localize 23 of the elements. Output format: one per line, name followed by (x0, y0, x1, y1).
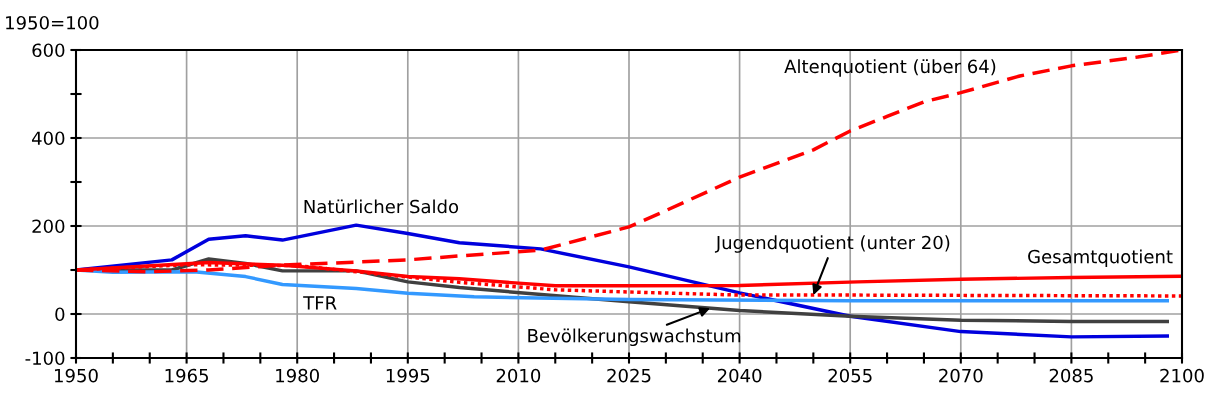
annotation: Bevölkerungswachstum (528, 328, 741, 347)
x-tick-label: 2025 (607, 368, 651, 383)
x-tick-label: 1980 (276, 368, 319, 383)
y-tick-label: -100 (25, 351, 65, 366)
annotation: Altenquotient (über 64) (784, 59, 996, 77)
x-tick-label: 2085 (1049, 368, 1093, 383)
x-tick-label: 2100 (1160, 368, 1204, 383)
annotation: Jugendquotient (unter 20) (714, 235, 950, 253)
x-tick-label: 1995 (386, 368, 430, 383)
x-tick-label: 2040 (717, 368, 762, 383)
x-tick-label: 2055 (828, 368, 872, 383)
annotation: Natürlicher Saldo (304, 199, 459, 214)
annotation: TFR (303, 296, 337, 310)
y-axis-title: 1950=100 (6, 15, 99, 30)
y-tick-label: 600 (32, 43, 65, 58)
x-tick-label: 1950 (55, 368, 98, 383)
x-tick-label: 2070 (939, 368, 983, 383)
x-tick-label: 1965 (165, 368, 208, 383)
y-tick-label: 0 (55, 307, 65, 322)
x-tick-label: 2010 (496, 368, 541, 383)
annotation: Gesamtquotient (1028, 249, 1173, 267)
y-tick-label: 400 (32, 131, 65, 146)
y-tick-label: 200 (32, 219, 65, 234)
